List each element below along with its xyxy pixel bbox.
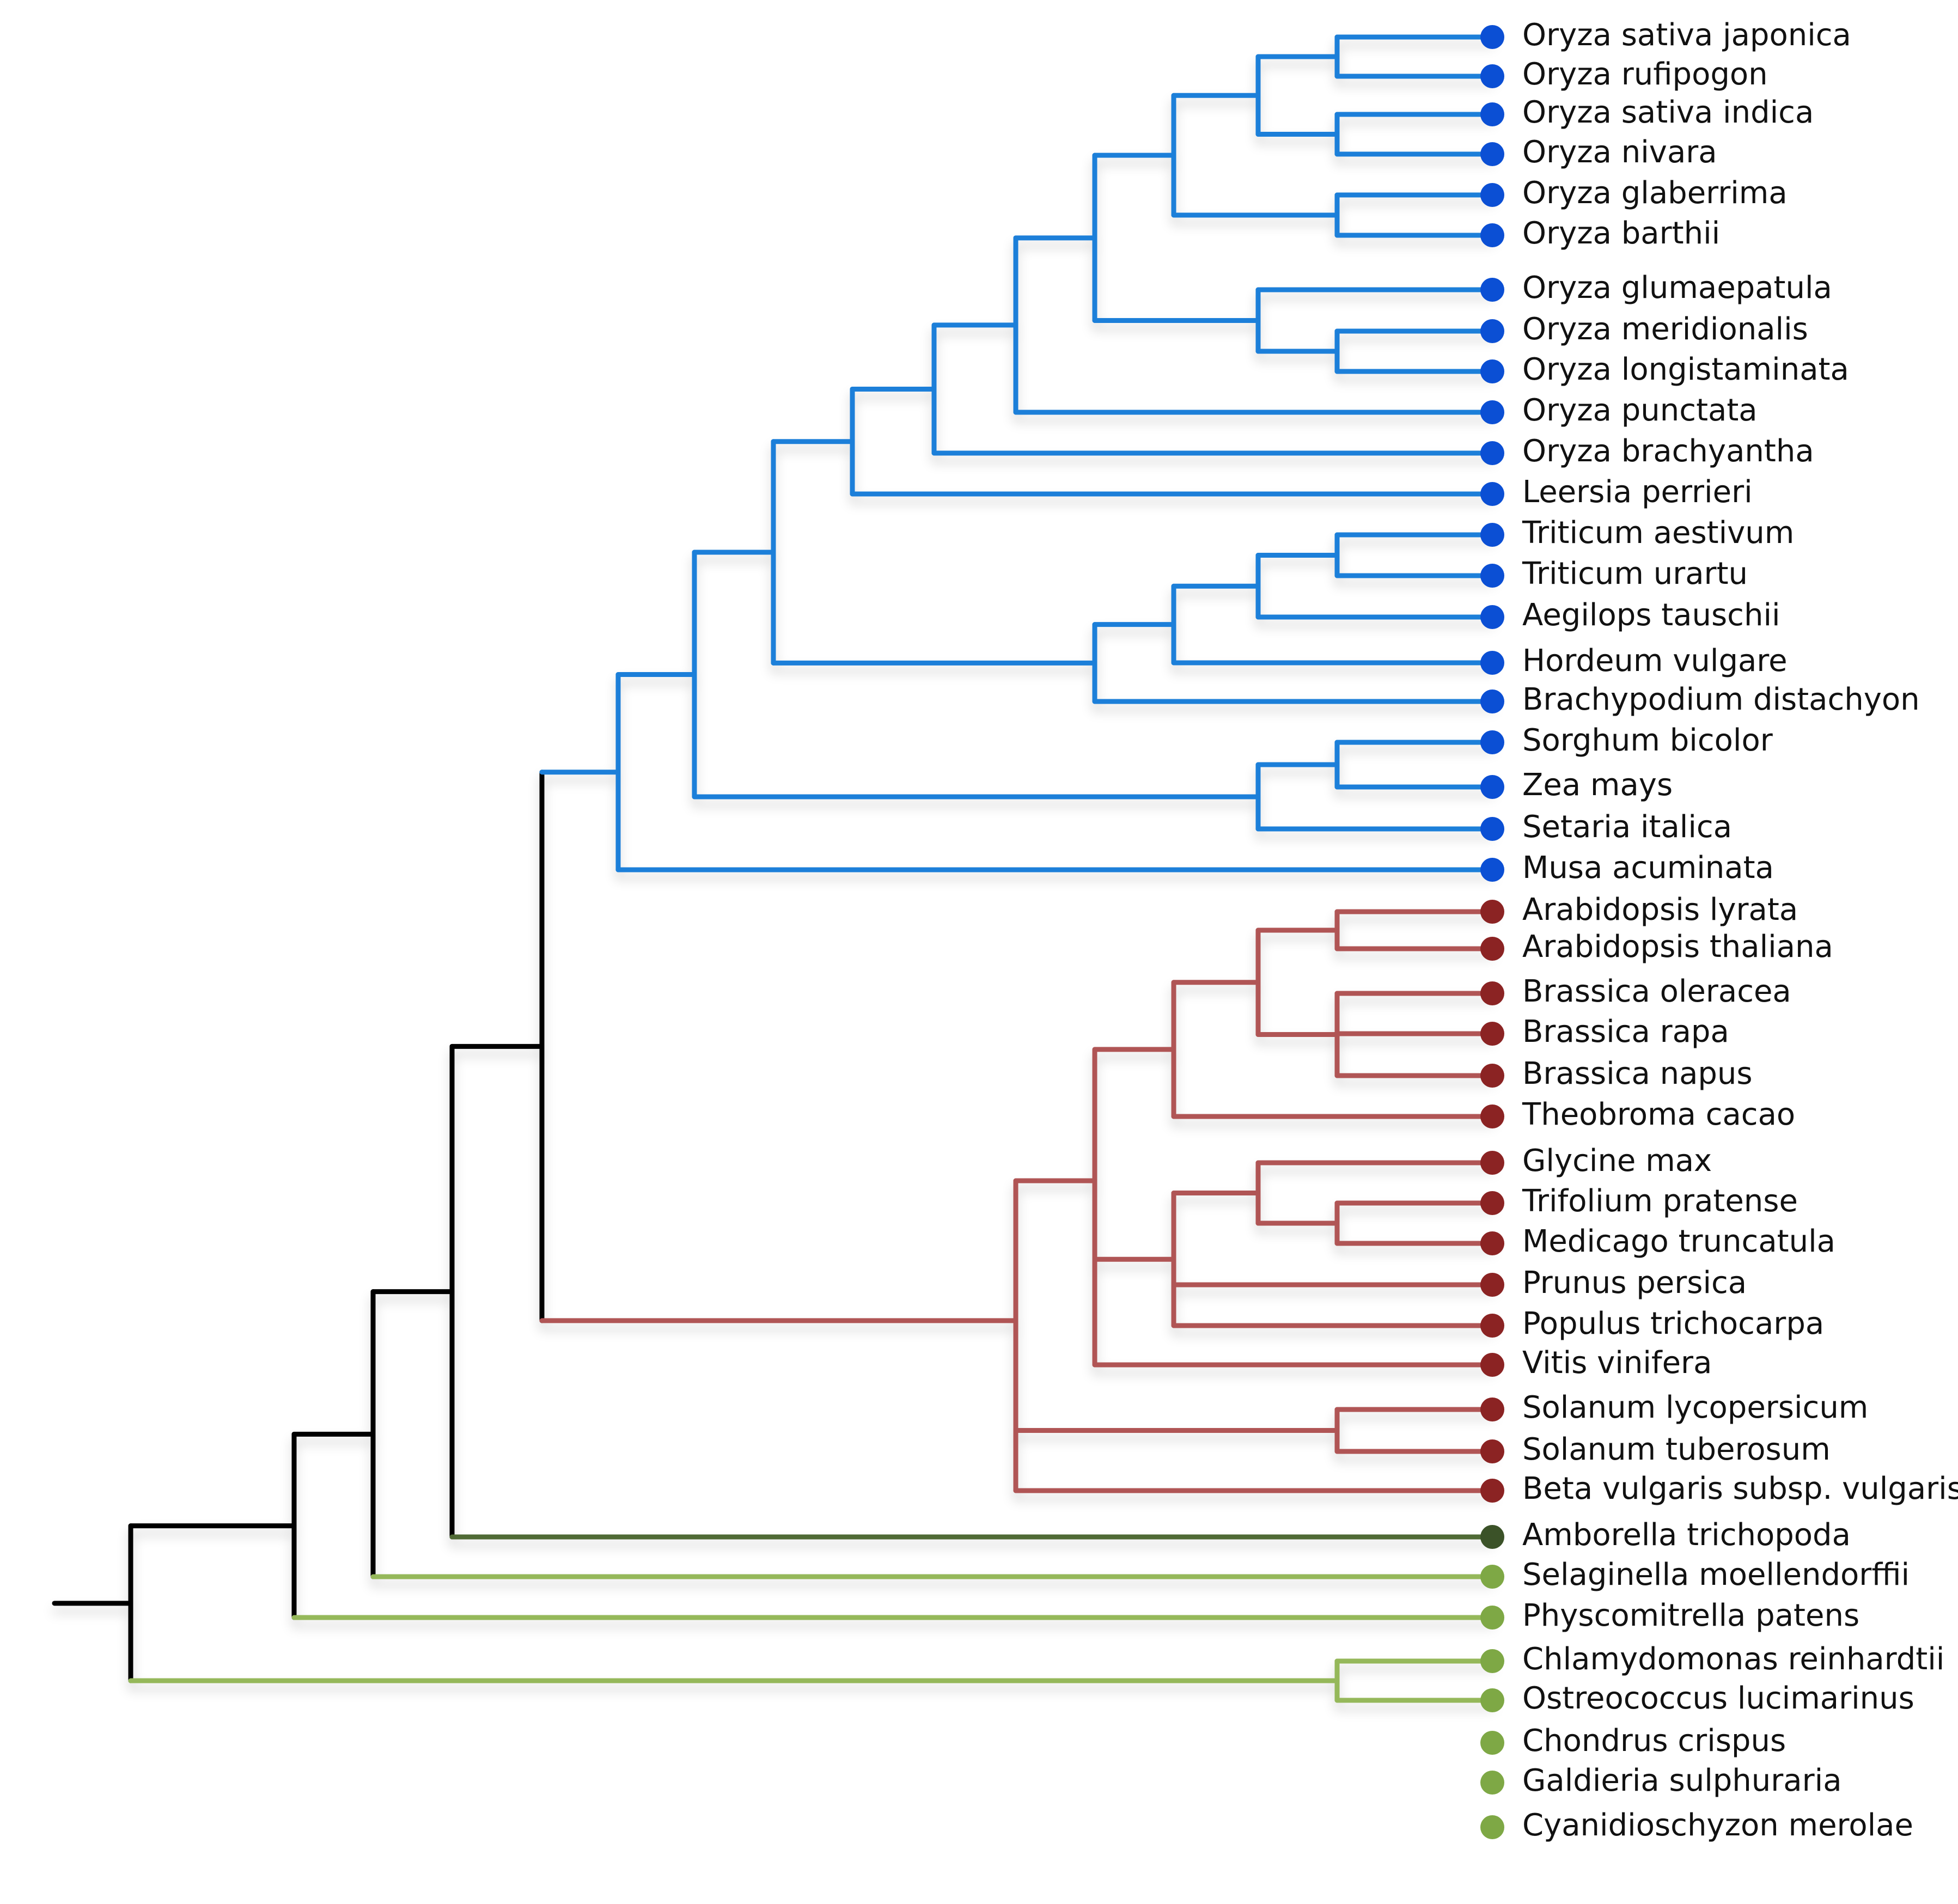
taxon-label: Vitis vinifera	[1522, 1345, 1712, 1381]
taxon-label: Chlamydomonas reinhardtii	[1522, 1641, 1944, 1677]
tip-node	[1480, 981, 1504, 1005]
taxon-label: Trifolium pratense	[1522, 1183, 1798, 1219]
taxon-label: Medicago truncatula	[1522, 1224, 1835, 1259]
taxon-label: Physcomitrella patens	[1522, 1598, 1859, 1633]
tip-node	[1480, 1731, 1504, 1755]
taxon-label: Oryza rufipogon	[1522, 57, 1768, 92]
tip-node	[1480, 25, 1504, 49]
tip-node	[1480, 1273, 1504, 1297]
tip-node	[1480, 1439, 1504, 1463]
tip-node	[1480, 183, 1504, 207]
tip-node	[1480, 359, 1504, 383]
taxon-label: Oryza glaberrima	[1522, 175, 1788, 211]
taxon-label: Solanum tuberosum	[1522, 1432, 1831, 1467]
taxon-label: Oryza sativa indica	[1522, 95, 1814, 130]
taxon-label: Triticum urartu	[1522, 556, 1748, 591]
taxon-label: Glycine max	[1522, 1143, 1712, 1179]
taxon-label: Prunus persica	[1522, 1265, 1747, 1301]
tip-node	[1480, 523, 1504, 547]
tip-node	[1480, 278, 1504, 302]
tip-node	[1480, 1151, 1504, 1175]
taxon-label: Brachypodium distachyon	[1522, 682, 1920, 717]
tip-node	[1480, 1191, 1504, 1215]
tip-node	[1480, 730, 1504, 754]
tip-node	[1480, 900, 1504, 924]
taxon-label: Oryza sativa japonica	[1522, 17, 1851, 53]
taxon-label: Oryza meridionalis	[1522, 312, 1808, 347]
tip-node	[1480, 1565, 1504, 1589]
taxon-label: Aegilops tauschii	[1522, 597, 1780, 633]
tip-node	[1480, 319, 1504, 343]
tip-node	[1480, 1649, 1504, 1673]
tip-node	[1480, 142, 1504, 166]
taxon-label: Ostreococcus lucimarinus	[1522, 1681, 1914, 1716]
tip-node	[1480, 817, 1504, 841]
tip-node	[1480, 1231, 1504, 1255]
taxon-label: Amborella trichopoda	[1522, 1517, 1851, 1553]
tip-node	[1480, 1104, 1504, 1128]
tip-node	[1480, 858, 1504, 882]
taxon-label: Oryza brachyantha	[1522, 434, 1814, 469]
taxon-label: Selaginella moellendorffii	[1522, 1557, 1910, 1592]
tip-node	[1480, 775, 1504, 799]
taxon-label: Brassica napus	[1522, 1056, 1753, 1091]
taxon-label: Oryza glumaepatula	[1522, 270, 1832, 306]
tip-node	[1480, 1771, 1504, 1795]
tip-node	[1480, 1815, 1504, 1839]
taxon-label: Sorghum bicolor	[1522, 723, 1773, 758]
tip-node	[1480, 1022, 1504, 1046]
tree-tips	[1480, 25, 1504, 1839]
tip-node	[1480, 223, 1504, 247]
tip-node	[1480, 937, 1504, 961]
taxon-label: Arabidopsis thaliana	[1522, 929, 1833, 965]
taxon-label: Populus trichocarpa	[1522, 1306, 1824, 1341]
tip-node	[1480, 1064, 1504, 1088]
tip-node	[1480, 1353, 1504, 1377]
taxon-label: Triticum aestivum	[1522, 515, 1794, 551]
tip-node	[1480, 64, 1504, 88]
taxon-label: Brassica rapa	[1522, 1014, 1729, 1049]
tip-node	[1480, 605, 1504, 629]
taxon-label: Hordeum vulgare	[1522, 643, 1788, 679]
tip-node	[1480, 1314, 1504, 1338]
taxon-label: Chondrus crispus	[1522, 1723, 1786, 1759]
tree-branches	[52, 34, 1495, 1703]
taxon-label: Oryza longistaminata	[1522, 352, 1849, 387]
taxon-label: Zea mays	[1522, 767, 1673, 803]
tip-node	[1480, 564, 1504, 588]
taxon-label: Oryza punctata	[1522, 393, 1758, 428]
tip-node	[1480, 689, 1504, 713]
taxon-label: Arabidopsis lyrata	[1522, 892, 1798, 927]
taxon-label: Galdieria sulphuraria	[1522, 1763, 1842, 1798]
tip-node	[1480, 482, 1504, 506]
taxon-label: Theobroma cacao	[1522, 1097, 1795, 1132]
taxon-label: Beta vulgaris subsp. vulgaris	[1522, 1471, 1958, 1506]
taxon-label: Oryza barthii	[1522, 216, 1720, 251]
taxon-label: Leersia perrieri	[1522, 474, 1753, 510]
tip-node	[1480, 102, 1504, 126]
taxon-label: Oryza nivara	[1522, 135, 1717, 170]
tip-node	[1480, 1606, 1504, 1630]
tip-node	[1480, 1398, 1504, 1421]
taxon-label: Solanum lycopersicum	[1522, 1390, 1868, 1425]
tip-node	[1480, 400, 1504, 424]
tip-node	[1480, 1525, 1504, 1549]
taxon-label: Musa acuminata	[1522, 850, 1774, 886]
taxon-label: Cyanidioschyzon merolae	[1522, 1808, 1913, 1843]
tip-node	[1480, 441, 1504, 465]
tip-node	[1480, 1479, 1504, 1503]
taxon-label: Brassica oleracea	[1522, 974, 1791, 1009]
taxon-label: Setaria italica	[1522, 809, 1732, 845]
tip-node	[1480, 651, 1504, 675]
tip-node	[1480, 1688, 1504, 1712]
